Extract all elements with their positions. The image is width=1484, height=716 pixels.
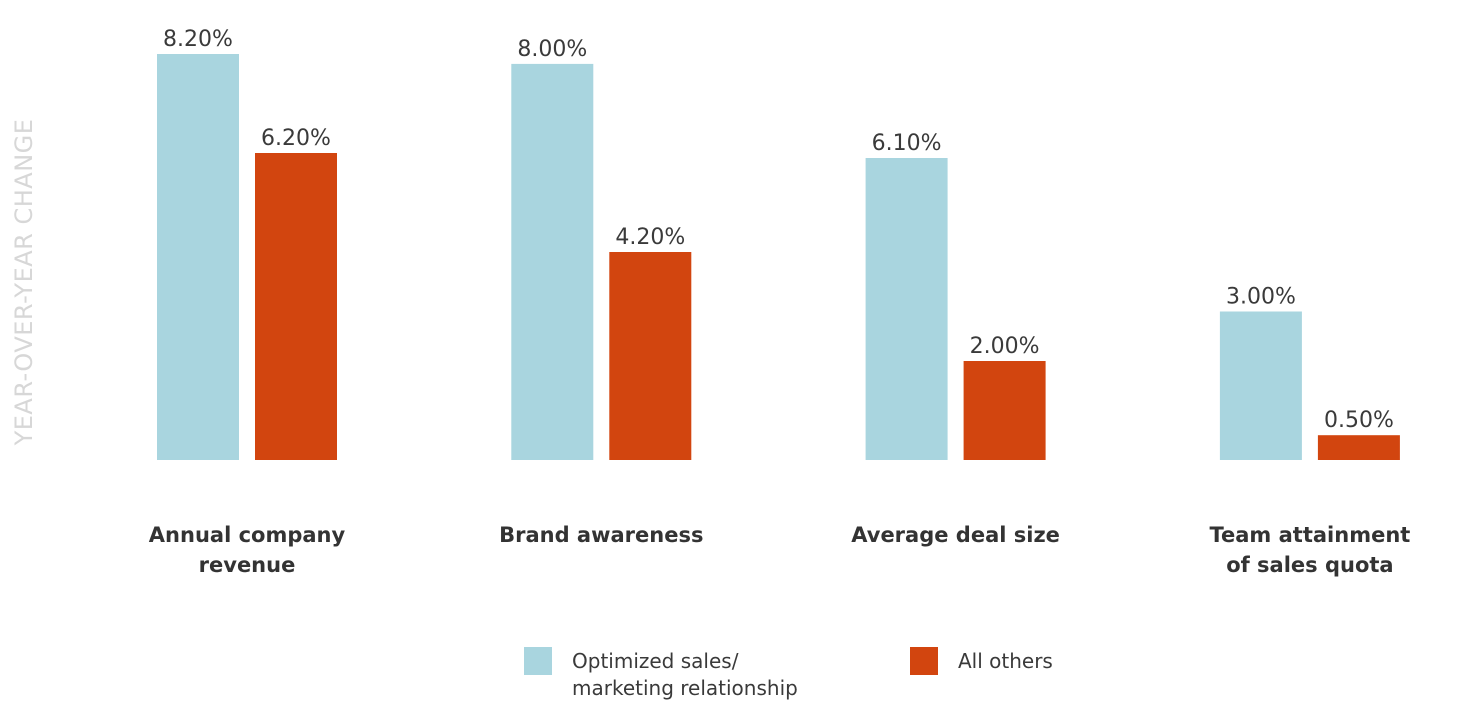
category-label-line: Annual company [149,523,346,547]
bar-series-1-category-3 [1317,435,1400,460]
legend-swatch-0 [524,647,552,675]
category-label-3: Team attainment of sales quota [1209,523,1410,577]
value-label-series-0-category-2: 6.10% [872,131,942,156]
value-label-series-1-category-0: 6.20% [261,126,331,151]
category-label-line: revenue [199,553,296,577]
value-label-series-0-category-1: 8.00% [517,37,587,62]
bar-series-0-category-0 [157,54,239,460]
y-axis-label-group: YEAR-OVER-YEAR CHANGE [10,119,38,447]
value-label-series-0-category-0: 8.20% [163,27,233,52]
bar-series-1-category-0 [255,153,337,460]
legend: Optimized sales/marketing relationship Al… [524,647,1053,700]
category-labels-layer: Annual company revenue Brand awareness Aver… [149,523,1411,577]
legend-label-line: All others [958,649,1053,673]
bar-series-0-category-2 [865,158,948,460]
category-label-line: Team attainment [1209,523,1410,547]
bar-series-0-category-1 [511,63,594,461]
category-label-1: Brand awareness [499,523,703,547]
legend-swatch-1 [910,647,938,675]
value-label-series-1-category-2: 2.00% [970,334,1040,359]
legend-label-line: Optimized sales/ [572,649,739,673]
category-label-2: Average deal size [851,523,1060,547]
value-labels-layer: 8.20% 6.20% 8.00% 4.20% 6.10% 2.00% 3.00% 0.50% [163,27,1394,433]
y-axis-label: YEAR-OVER-YEAR CHANGE [10,119,38,447]
legend-label-1: All others [958,649,1053,673]
bar-series-1-category-1 [609,252,692,460]
bars-layer [157,54,1400,461]
legend-label-0: Optimized sales/marketing relationship [572,649,798,700]
category-label-line: Brand awareness [499,523,703,547]
value-label-series-0-category-3: 3.00% [1226,285,1296,310]
category-label-0: Annual company revenue [149,523,346,577]
bar-series-1-category-2 [963,361,1046,460]
category-label-line: Average deal size [851,523,1060,547]
value-label-series-1-category-1: 4.20% [615,225,685,250]
value-label-series-1-category-3: 0.50% [1324,408,1394,433]
bar-series-0-category-3 [1219,311,1302,460]
category-label-line: of sales quota [1226,553,1393,577]
legend-label-line: marketing relationship [572,676,798,700]
